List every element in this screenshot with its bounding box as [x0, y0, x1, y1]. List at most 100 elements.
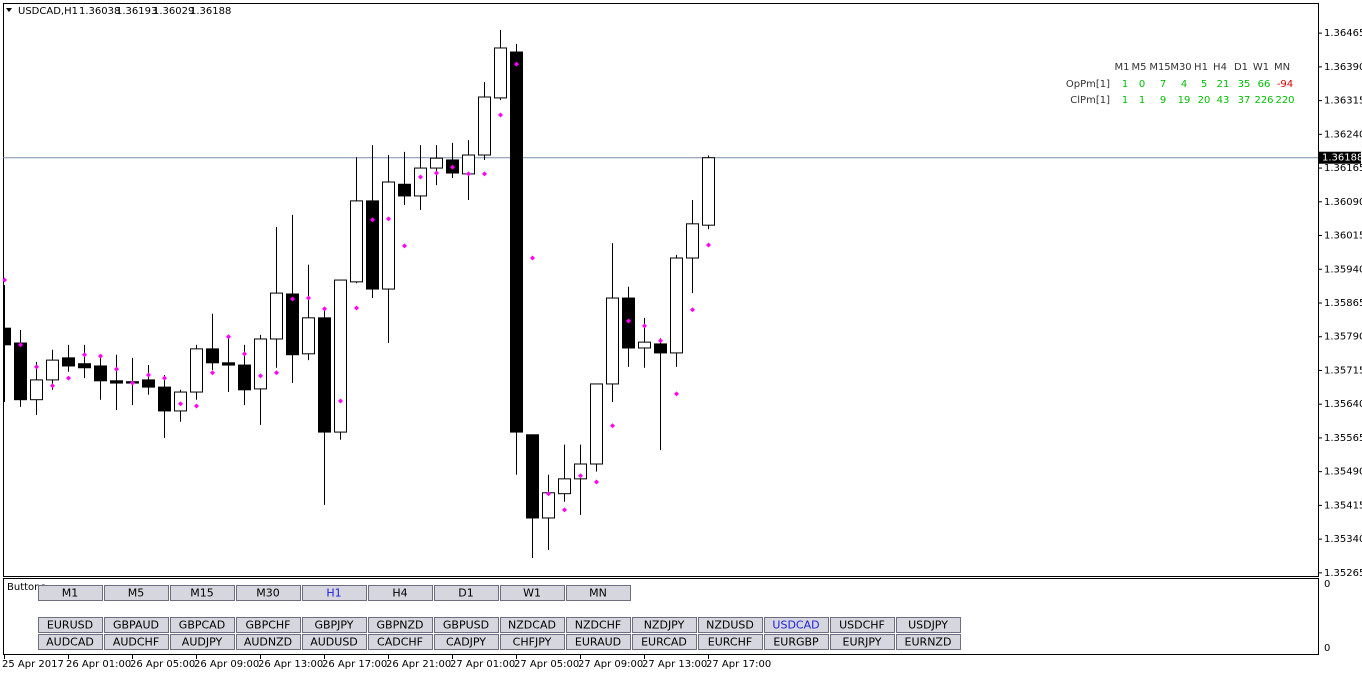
button[interactable]: CADJPY: [434, 634, 499, 650]
button-label: EURGBP: [773, 636, 819, 649]
button[interactable]: EURGBP: [764, 634, 829, 650]
button[interactable]: EURJPY: [830, 634, 895, 650]
candle-body: [686, 223, 699, 259]
candle-body: [366, 200, 379, 290]
indicator-dot: [306, 295, 311, 301]
button-face: [38, 634, 103, 650]
button[interactable]: M5: [104, 585, 169, 601]
menu-arrow[interactable]: [6, 8, 12, 12]
button[interactable]: USDCHF: [830, 617, 895, 633]
y-tick-label: 1.35640: [1324, 399, 1362, 410]
button[interactable]: H4: [368, 585, 433, 601]
button[interactable]: NZDCHF: [566, 617, 631, 633]
candle-body: [30, 379, 43, 401]
button-label: GBPUSD: [443, 619, 489, 632]
button[interactable]: M1: [38, 585, 103, 601]
candle-body: [638, 341, 651, 349]
button-label: CADCHF: [377, 636, 423, 649]
button[interactable]: EURCHF: [698, 634, 763, 650]
button-face: [500, 634, 565, 650]
button-label: AUDNZD: [244, 636, 292, 649]
y-tick-label: 1.36315: [1324, 96, 1362, 107]
signal-column: H1: [1194, 62, 1208, 73]
button-label: EURAUD: [575, 636, 621, 649]
button[interactable]: NZDCAD: [500, 617, 565, 633]
button[interactable]: EURNZD: [896, 634, 961, 650]
button[interactable]: D1: [434, 585, 499, 601]
y-tick-label: 1.35415: [1324, 500, 1362, 511]
indicator-dot: [130, 380, 135, 386]
signal-value: 20: [1198, 95, 1211, 106]
button[interactable]: GBPAUD: [104, 617, 169, 633]
candle-body: [702, 157, 715, 226]
indicator-dot: [450, 164, 455, 170]
button-face: [104, 634, 169, 650]
current-price-box: [1319, 151, 1361, 164]
button[interactable]: EURAUD: [566, 634, 631, 650]
button[interactable]: USDCAD: [764, 617, 829, 633]
button[interactable]: AUDJPY: [170, 634, 235, 650]
button-label: AUDJPY: [182, 636, 223, 649]
button-face: [236, 585, 301, 601]
x-tick-label: 26 Apr 21:00: [386, 659, 451, 670]
button[interactable]: M30: [236, 585, 301, 601]
button-label: M30: [256, 587, 280, 600]
button[interactable]: GBPUSD: [434, 617, 499, 633]
candle-body: [190, 348, 203, 393]
indicator-dot: [514, 61, 519, 67]
signal-value: 19: [1178, 95, 1191, 106]
button[interactable]: MN: [566, 585, 631, 601]
button[interactable]: GBPJPY: [302, 617, 367, 633]
button-face: [566, 617, 631, 633]
button-label: H4: [392, 587, 407, 600]
button[interactable]: USDJPY: [896, 617, 961, 633]
button[interactable]: EURUSD: [38, 617, 103, 633]
button[interactable]: AUDNZD: [236, 634, 301, 650]
indicator-dot: [594, 479, 599, 485]
button[interactable]: AUDUSD: [302, 634, 367, 650]
button[interactable]: NZDUSD: [698, 617, 763, 633]
candle-body: [142, 379, 155, 388]
button-face: [566, 585, 631, 601]
candle-body: [3, 327, 11, 346]
button[interactable]: W1: [500, 585, 565, 601]
candle-body: [382, 181, 395, 290]
button-label: NZDCHF: [575, 619, 622, 632]
indicator-dot: [498, 112, 503, 118]
button-face: [566, 634, 631, 650]
button-label: NZDJPY: [644, 619, 685, 632]
signal-value: 21: [1217, 79, 1230, 90]
signal-value: 9: [1160, 95, 1166, 106]
button[interactable]: H1: [302, 585, 367, 601]
y-tick-label: 1.35340: [1324, 534, 1362, 545]
x-tick-label: 26 Apr 17:00: [322, 659, 387, 670]
main-frame: [3, 3, 1319, 577]
button-label: EURJPY: [843, 636, 882, 649]
candle-body: [14, 342, 27, 401]
x-tick-label: 27 Apr 01:00: [450, 659, 515, 670]
button-label: AUDUSD: [310, 636, 358, 649]
button[interactable]: M15: [170, 585, 235, 601]
button[interactable]: AUDCAD: [38, 634, 103, 650]
candle-body: [510, 51, 523, 433]
button-label: GBPCHF: [246, 619, 291, 632]
button[interactable]: EURCAD: [632, 634, 697, 650]
button-label: MN: [589, 587, 607, 600]
indicator-dot: [242, 351, 247, 357]
button[interactable]: AUDCHF: [104, 634, 169, 650]
button-label: W1: [523, 587, 541, 600]
button[interactable]: CHFJPY: [500, 634, 565, 650]
button[interactable]: CADCHF: [368, 634, 433, 650]
button-face: [500, 585, 565, 601]
button[interactable]: NZDJPY: [632, 617, 697, 633]
candle-body: [462, 154, 475, 175]
button[interactable]: GBPCAD: [170, 617, 235, 633]
subwindow-tick: 0: [1324, 643, 1330, 654]
button[interactable]: GBPNZD: [368, 617, 433, 633]
candle-body: [670, 257, 683, 354]
button[interactable]: GBPCHF: [236, 617, 301, 633]
indicator-dot: [674, 391, 679, 397]
signal-value: 37: [1238, 95, 1251, 106]
indicator-dot: [226, 334, 231, 340]
